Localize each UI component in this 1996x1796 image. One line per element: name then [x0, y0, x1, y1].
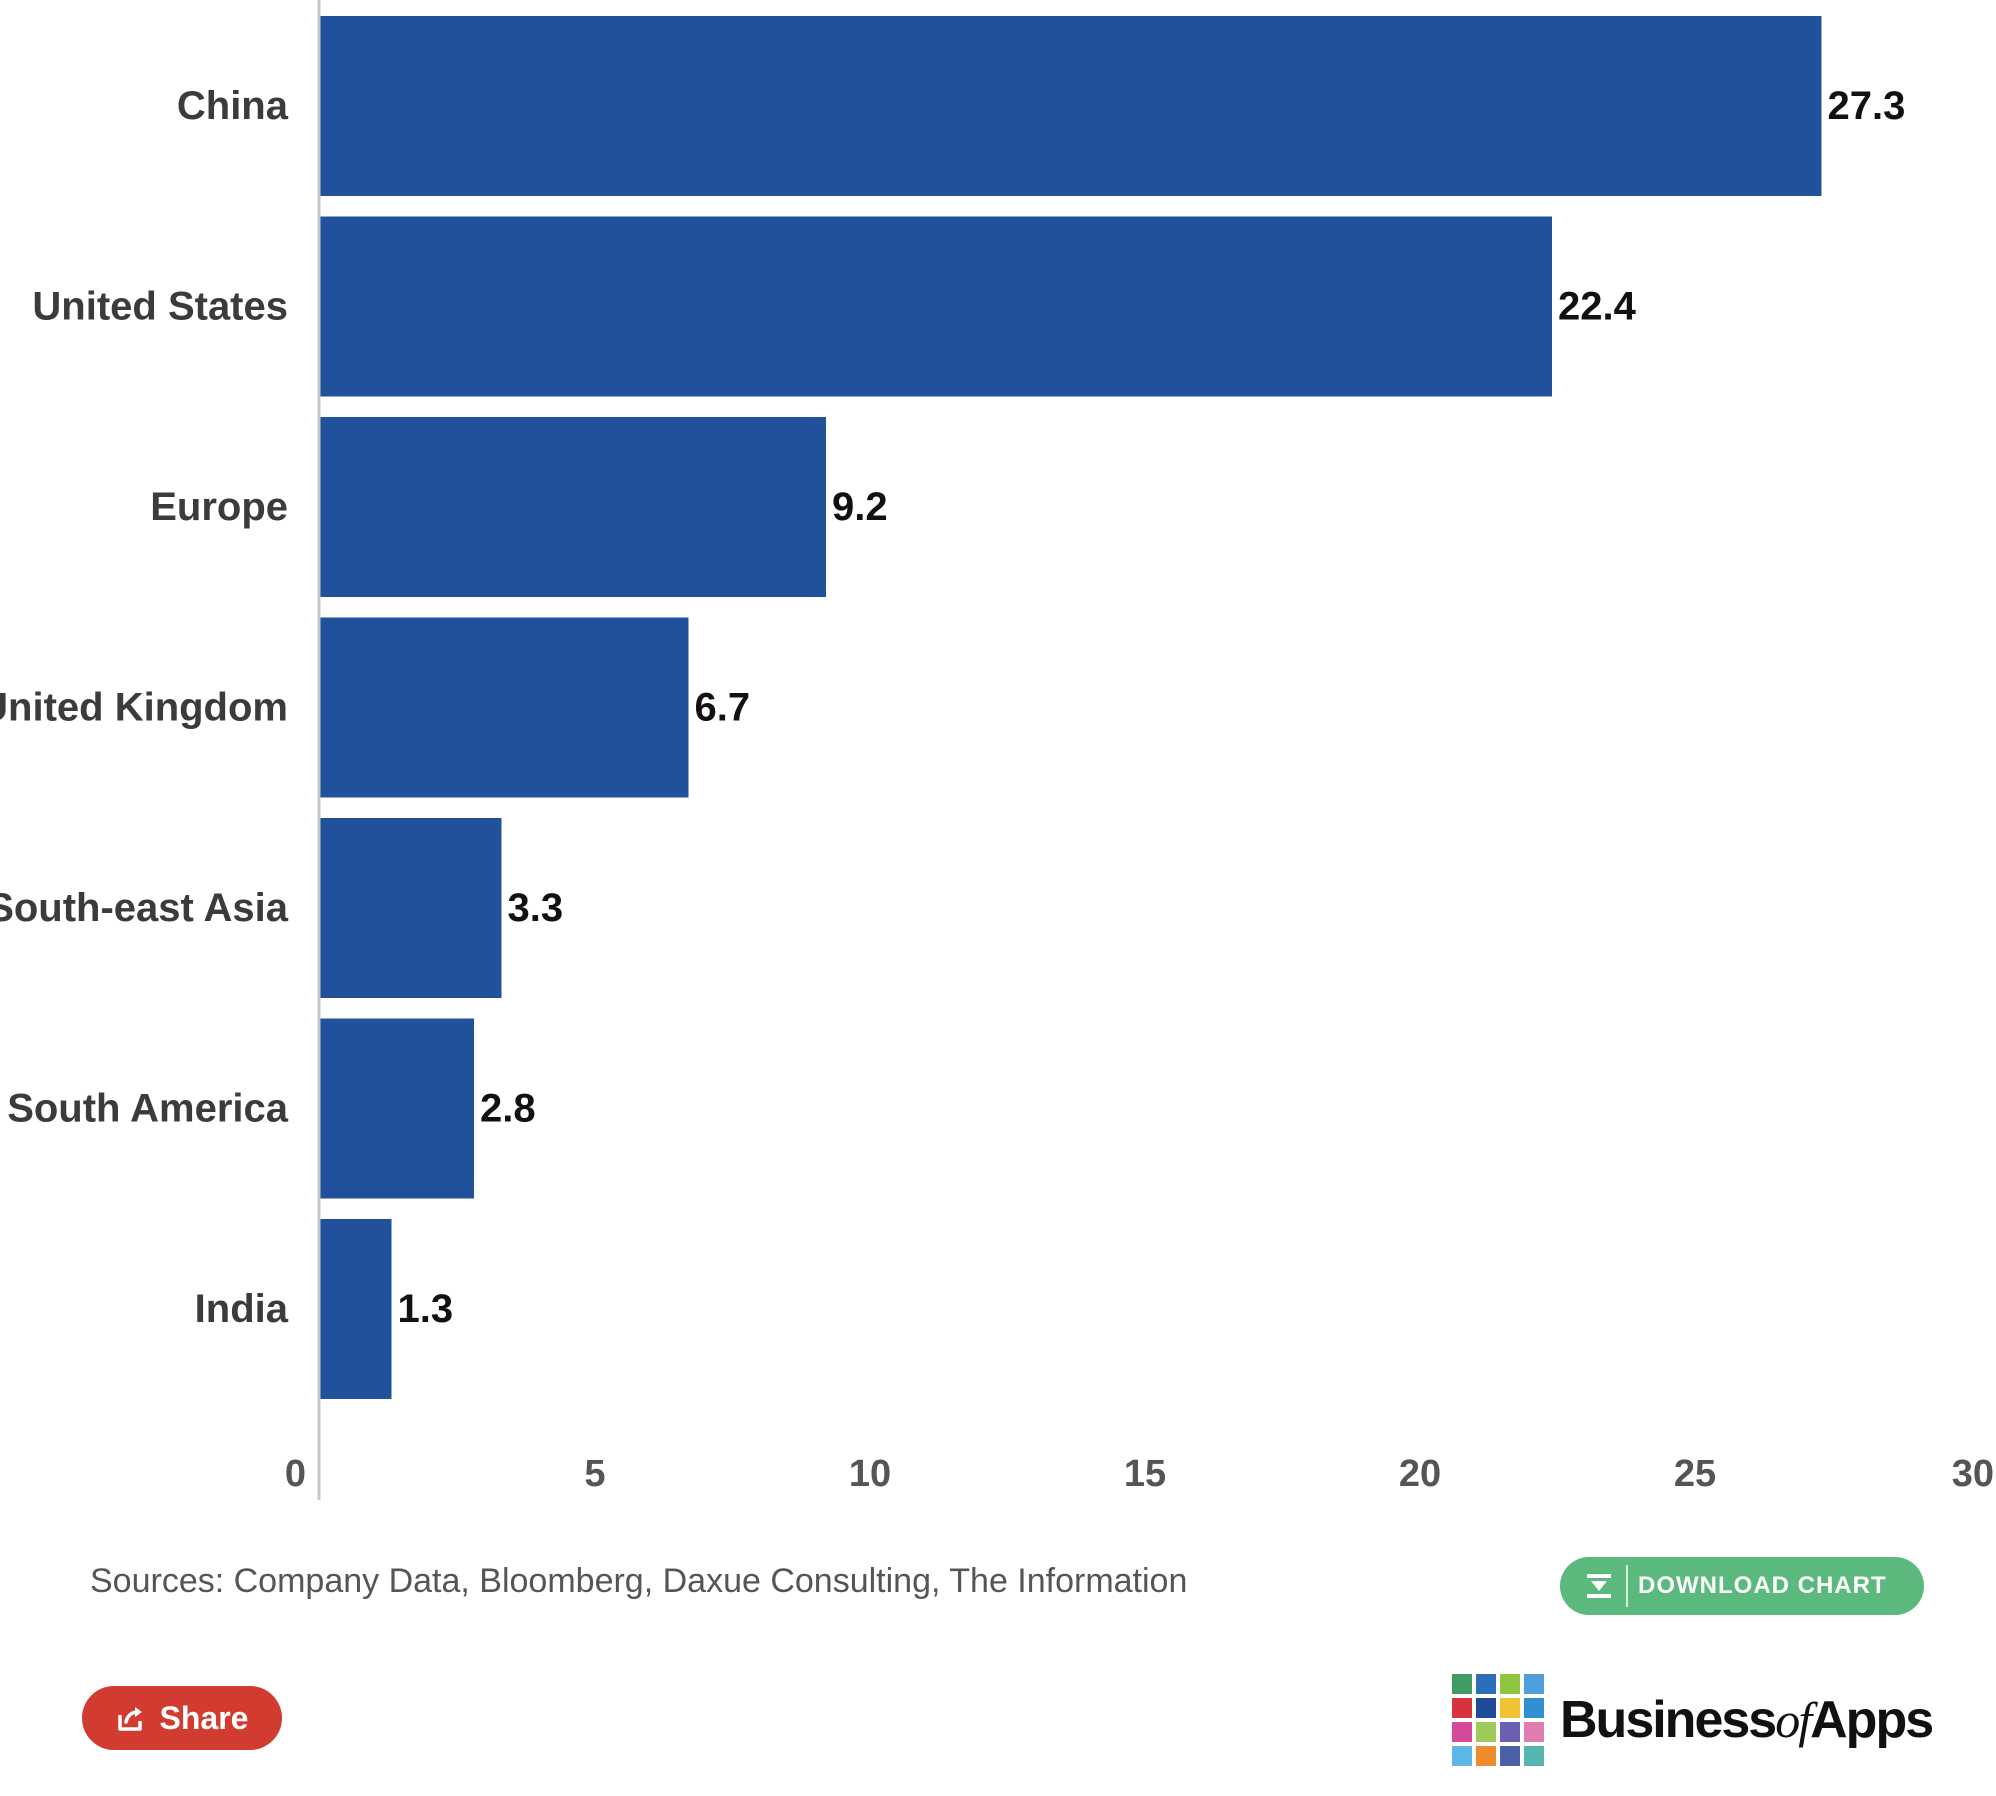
logo-tile — [1476, 1674, 1496, 1694]
share-label: Share — [159, 1699, 249, 1736]
x-tick-label: 0 — [285, 1453, 306, 1495]
category-label: South-east Asia — [0, 886, 289, 930]
category-label: India — [195, 1287, 289, 1331]
logo-tile — [1452, 1722, 1472, 1742]
bar-china — [320, 16, 1822, 196]
category-label: United Kingdom — [0, 686, 288, 730]
x-tick-label: 10 — [849, 1453, 891, 1495]
value-label: 2.8 — [480, 1087, 536, 1131]
download-chart-label: DOWNLOAD CHART — [1638, 1572, 1887, 1599]
value-label: 27.3 — [1828, 84, 1906, 128]
x-tick-label: 15 — [1124, 1453, 1166, 1495]
value-label: 3.3 — [508, 886, 564, 930]
logo-tile — [1452, 1674, 1472, 1694]
bar-united-kingdom — [320, 617, 689, 798]
logo-tile — [1452, 1698, 1472, 1718]
bar-india — [320, 1219, 392, 1399]
value-label: 1.3 — [398, 1287, 454, 1331]
logo-tile — [1524, 1722, 1544, 1742]
download-icon — [1584, 1571, 1614, 1601]
logo-word-of: of — [1775, 1692, 1812, 1748]
logo-wordmark: BusinessofApps — [1560, 1690, 1934, 1750]
share-button[interactable]: Share — [82, 1686, 282, 1750]
download-chart-button[interactable]: DOWNLOAD CHART — [1560, 1557, 1924, 1615]
logo-tile — [1524, 1698, 1544, 1718]
logo-tile — [1476, 1698, 1496, 1718]
value-label: 6.7 — [695, 686, 751, 730]
category-label: South America — [7, 1087, 289, 1131]
x-tick-label: 30 — [1952, 1453, 1994, 1495]
ticks-layer: 0 5 10 15 20 25 30 — [285, 1453, 1994, 1495]
x-tick-label: 5 — [584, 1453, 605, 1495]
value-label: 22.4 — [1558, 285, 1637, 329]
logo-tile — [1500, 1722, 1520, 1742]
bar-united-states — [320, 216, 1552, 397]
labels-layer: China 27.3 United States 22.4 Europe 9.2 Unite… — [0, 84, 1905, 1331]
download-divider — [1626, 1565, 1628, 1607]
bar-chart: China 27.3 United States 22.4 Europe 9.2 Unite… — [0, 0, 1994, 1500]
bar-europe — [320, 417, 826, 597]
logo-tile — [1524, 1674, 1544, 1694]
logo-tile — [1500, 1746, 1520, 1766]
value-label: 9.2 — [832, 485, 888, 529]
bar-south-america — [320, 1018, 474, 1199]
x-tick-label: 20 — [1399, 1453, 1441, 1495]
bars-layer — [320, 16, 1822, 1399]
sources-note: Sources: Company Data, Bloomberg, Daxue … — [90, 1562, 1188, 1600]
x-tick-label: 25 — [1674, 1453, 1716, 1495]
share-icon — [116, 1703, 146, 1733]
bar-south-east-asia — [320, 818, 502, 998]
logo-word-apps: Apps — [1810, 1691, 1934, 1749]
logo-tile — [1476, 1722, 1496, 1742]
logo-word-business: Business — [1560, 1691, 1777, 1749]
logo-tile — [1452, 1746, 1472, 1766]
logo-tile — [1476, 1746, 1496, 1766]
logo-tile — [1524, 1746, 1544, 1766]
logo-tile — [1500, 1698, 1520, 1718]
businessofapps-logo: BusinessofApps — [1452, 1674, 1934, 1766]
logo-mosaic — [1452, 1674, 1544, 1766]
category-label: China — [177, 84, 289, 128]
category-label: United States — [32, 285, 288, 329]
category-label: Europe — [150, 485, 288, 529]
logo-tile — [1500, 1674, 1520, 1694]
